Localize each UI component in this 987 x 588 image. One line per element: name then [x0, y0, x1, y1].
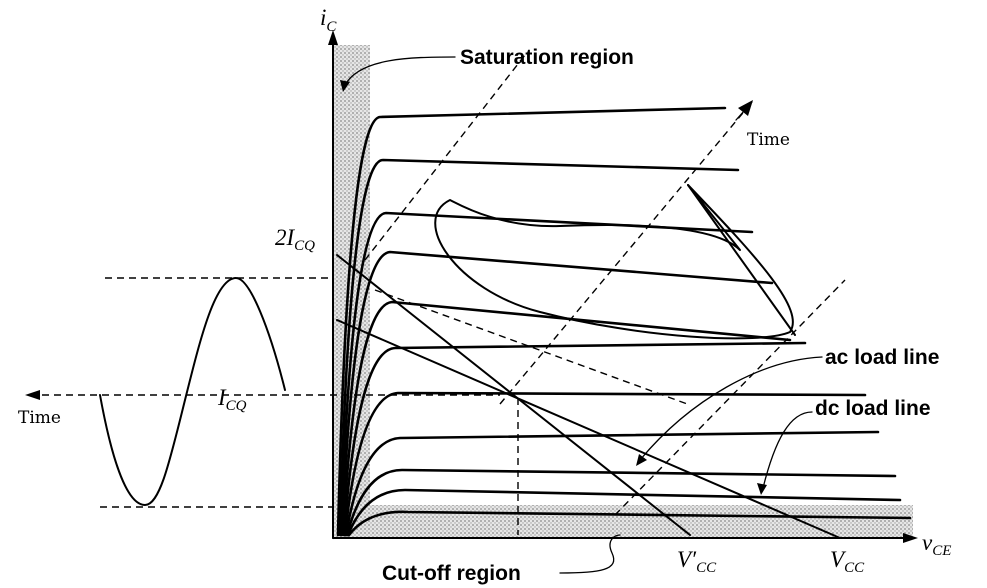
y-axis-label: iC — [320, 5, 337, 35]
time-arrow-top — [738, 100, 753, 116]
time-label-left: Time — [18, 408, 61, 428]
dc-load-leader — [762, 411, 813, 489]
characteristic-curves — [336, 106, 912, 537]
cutoff-region-label: Cut-off region — [382, 562, 521, 585]
ac-load-line — [336, 254, 691, 536]
cutoff-region-shading — [333, 505, 913, 538]
dc-load-leader-arrow — [757, 483, 767, 495]
saturation-region-label: Saturation region — [460, 46, 634, 69]
y-axis-arrow — [328, 30, 338, 45]
icq-label: ICQ — [217, 385, 247, 414]
time-label-top: Time — [747, 130, 790, 150]
saturation-leader — [344, 56, 456, 86]
cutoff-leader — [559, 534, 621, 574]
x-axis-label: vCE — [922, 530, 951, 559]
time-arrow-left — [25, 390, 40, 400]
saturation-leader-arrow — [340, 80, 350, 92]
axes — [328, 30, 918, 543]
input-sine-wave — [99, 277, 286, 506]
load-lines — [336, 254, 841, 539]
x-axis-arrow — [903, 533, 918, 543]
ac-load-leader-arrow — [636, 454, 647, 466]
dc-load-line — [336, 319, 841, 539]
output-signal-loop — [434, 184, 794, 340]
ac-load-line-label: ac load line — [825, 346, 939, 369]
dashed-guides — [42, 54, 846, 535]
two-icq-label: 2ICQ — [275, 225, 315, 254]
ac-load-leader — [639, 356, 823, 461]
dc-load-line-label: dc load line — [815, 397, 931, 420]
vcc-label: VCC — [830, 547, 865, 576]
vcc-prime-label: V′CC — [677, 547, 717, 576]
